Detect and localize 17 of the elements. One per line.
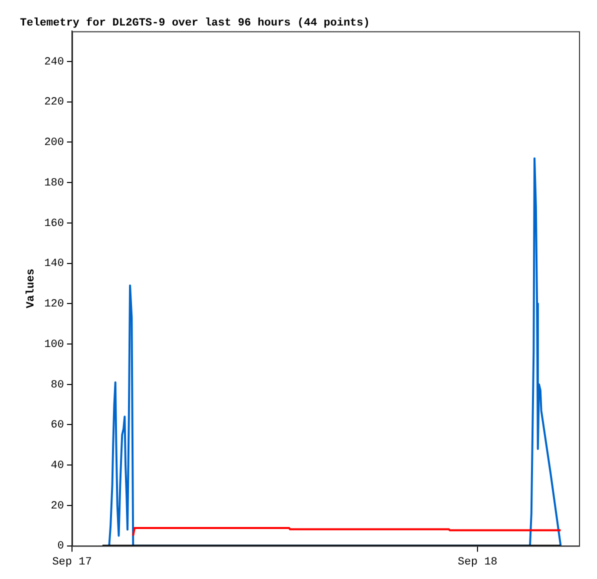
y-tick-label: 100 <box>44 338 64 351</box>
y-tick-label: 0 <box>57 540 64 553</box>
y-tick-label: 40 <box>50 460 64 472</box>
y-tick-label: 160 <box>44 218 64 230</box>
y-tick-label: 220 <box>44 96 64 109</box>
y-tick-label: 60 <box>50 420 64 432</box>
y-tick-label: 200 <box>44 137 64 150</box>
x-tick-label: Sep 17 <box>52 556 92 568</box>
y-tick-label: 20 <box>50 500 64 512</box>
y-axis-title: Values <box>25 268 38 308</box>
chart-title: Telemetry for DL2GTS-9 over last 96 hours (44 points) <box>20 16 370 30</box>
y-tick-label: 240 <box>44 56 64 68</box>
y-tick-label: 180 <box>44 177 64 190</box>
y-tick-label: 140 <box>44 258 64 270</box>
x-tick-label: Sep 18 <box>458 556 498 568</box>
y-tick-label: 120 <box>44 298 64 311</box>
y-tick-label: 80 <box>50 379 64 392</box>
